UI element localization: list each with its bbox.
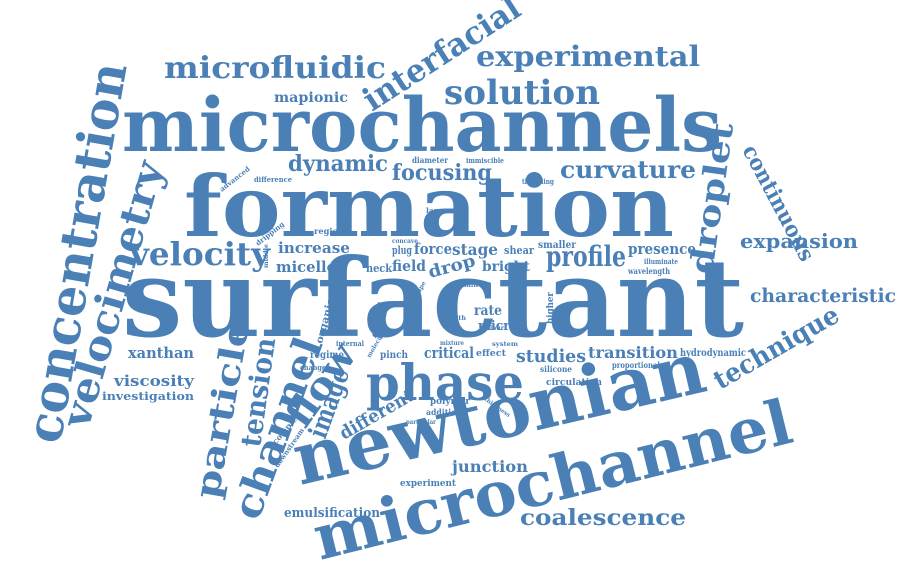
- word-main: main: [460, 282, 479, 289]
- word-rate: rate: [474, 303, 502, 319]
- word-dynamic: dynamic: [288, 151, 388, 177]
- word-addition: addition: [426, 407, 462, 417]
- word-mixture: mixture: [440, 340, 464, 347]
- word-solution: solution: [444, 73, 600, 113]
- word-experiment: experiment: [400, 479, 457, 489]
- word-profile: profile: [546, 240, 626, 273]
- word-transition: transition: [588, 343, 678, 362]
- word-neck: neck: [366, 262, 392, 275]
- word-middle: middle: [263, 244, 270, 268]
- word-width: width: [445, 315, 467, 322]
- word-coalescence: coalescence: [520, 505, 686, 531]
- word-characteristic: characteristic: [750, 285, 896, 307]
- word-fluid: fluid: [370, 300, 392, 340]
- word-mapionic: mapionic: [274, 90, 348, 106]
- word-presence: presence: [628, 240, 696, 258]
- word-wavelength: wavelength: [627, 266, 670, 276]
- word-change: change: [300, 363, 326, 372]
- word-microchannels: microchannels: [122, 83, 722, 169]
- word-system: system: [492, 341, 519, 348]
- word-expansion: expansion: [740, 229, 858, 253]
- word-silicone: silicone: [540, 364, 572, 374]
- word-internal: internal: [336, 339, 364, 348]
- word-colour: colour: [482, 325, 505, 332]
- word-polymer: polymer: [430, 397, 470, 407]
- word-investigation: investigation: [102, 390, 194, 403]
- word-critical: critical: [424, 344, 474, 362]
- word-velocity: velocity: [129, 235, 271, 273]
- word-immiscible: immiscible: [466, 156, 504, 165]
- word-bright: bright: [482, 259, 531, 275]
- word-concave: concave: [392, 238, 418, 245]
- word-studies: studies: [516, 346, 586, 367]
- word-formation: formation: [184, 157, 674, 256]
- word-xanthan: xanthan: [128, 344, 194, 362]
- word-experimental: experimental: [476, 40, 700, 73]
- word-curvature: curvature: [560, 155, 696, 184]
- word-larger: larger: [426, 206, 452, 215]
- word-regime: regime: [310, 350, 344, 361]
- word-focusing: focusing: [392, 160, 492, 186]
- word-increase: increase: [278, 239, 350, 257]
- word-circulation: circulation: [546, 378, 602, 388]
- word-smaller: smaller: [538, 240, 577, 251]
- word-stage: stage: [452, 240, 498, 259]
- word-microfluidic: microfluidic: [164, 51, 386, 86]
- word-viscosity: viscosity: [113, 372, 196, 390]
- word-surfactant: surfactant: [122, 236, 744, 362]
- word-plug: plug: [392, 244, 412, 257]
- word-shear: shear: [504, 244, 534, 257]
- word-hydrodynamic: hydrodynamic: [680, 348, 746, 359]
- word-force: force: [414, 240, 452, 258]
- word-diameter: diameter: [412, 155, 449, 165]
- word-emulsification: emulsification: [284, 506, 381, 521]
- word-region: region: [314, 226, 344, 236]
- word-micro: micro: [478, 319, 518, 334]
- word-effect: effect: [476, 349, 507, 359]
- word-micelle: micelle: [276, 258, 336, 276]
- word-junction: junction: [450, 457, 528, 476]
- word-proportional: proportional: [612, 360, 660, 370]
- word-higher: higher: [546, 292, 556, 324]
- word-threading: threading: [522, 177, 554, 186]
- word-phase: phase: [366, 353, 524, 412]
- word-field: field: [392, 257, 426, 275]
- word-illuminate: illuminate: [644, 257, 678, 266]
- word-particular: particular: [406, 419, 437, 426]
- word-pinch: pinch: [380, 350, 409, 361]
- word-difference: difference: [254, 175, 293, 184]
